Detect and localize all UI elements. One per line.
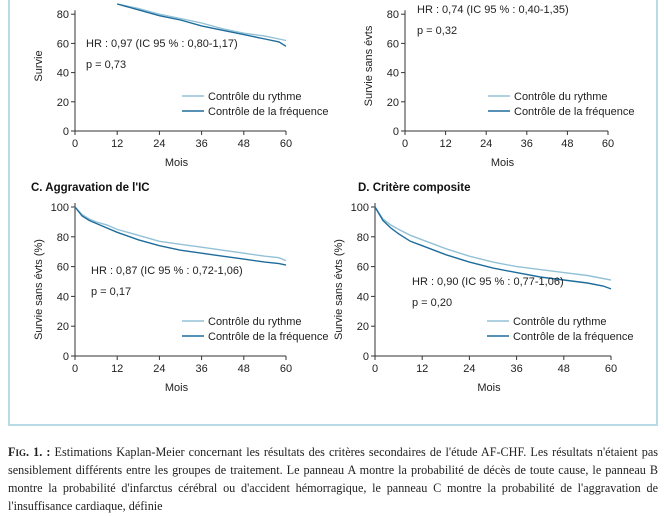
y-tick-label: 20 [357, 321, 369, 333]
y-tick-label: 60 [357, 262, 369, 274]
figure-frame [8, 0, 658, 426]
x-tick-label: 60 [280, 138, 292, 150]
panel-title: C. Aggravation de l'IC [31, 182, 150, 194]
y-tick-label: 60 [57, 38, 69, 50]
hazard-ratio-label: HR : 0,97 (IC 95 % : 0,80-1,17) [86, 38, 238, 50]
series-line-rythme [374, 206, 612, 281]
x-tick-label: 0 [402, 138, 408, 150]
x-tick-label: 60 [602, 138, 614, 150]
x-tick-label: 12 [439, 138, 451, 150]
legend-label: Contrôle du rythme [513, 316, 607, 328]
y-tick-label: 100 [351, 202, 369, 214]
x-axis-label: Mois [165, 382, 189, 394]
x-tick-label: 0 [72, 363, 78, 375]
y-axis-label: Survie sans évts [363, 25, 375, 106]
legend-label: Contrôle de la fréquence [208, 106, 328, 118]
y-tick-label: 0 [63, 351, 69, 363]
panel-title: D. Critère composite [358, 182, 470, 194]
x-axis-label: Mois [165, 157, 189, 169]
x-tick-label: 36 [195, 363, 207, 375]
y-tick-label: 0 [393, 126, 399, 138]
y-tick-label: 20 [57, 97, 69, 109]
y-tick-label: 40 [57, 291, 69, 303]
y-tick-label: 100 [51, 202, 69, 214]
x-tick-label: 24 [463, 363, 475, 375]
y-tick-label: 20 [57, 321, 69, 333]
y-axis-label: Survie sans évts (%) [333, 239, 345, 340]
x-tick-label: 0 [72, 138, 78, 150]
chart-panel-c: C. Aggravation de l'IC 0 20 40 60 80 100 0 12 24 3… [31, 182, 328, 394]
figure-caption: Fig. 1. : Estimations Kaplan-Meier conce… [8, 443, 658, 515]
series-line-rythme [74, 206, 287, 262]
x-tick-label: 12 [111, 363, 123, 375]
x-tick-label: 48 [558, 363, 570, 375]
x-tick-label: 60 [280, 363, 292, 375]
x-tick-label: 60 [605, 363, 617, 375]
x-tick-label: 48 [238, 138, 250, 150]
y-tick-label: 80 [357, 232, 369, 244]
x-tick-label: 48 [238, 363, 250, 375]
y-tick-label: 0 [363, 351, 369, 363]
p-value-label: p = 0,32 [417, 25, 457, 37]
series-line-frequence [74, 206, 287, 266]
p-value-label: p = 0,73 [86, 59, 126, 71]
y-tick-label: 80 [57, 232, 69, 244]
x-tick-label: 12 [111, 138, 123, 150]
chart-panel-a: 0 20 40 60 80 0 12 24 36 48 60 Mois Survie HR : 0,97 … [33, 3, 328, 169]
hazard-ratio-label: HR : 0,87 (IC 95 % : 0,72-1,06) [91, 265, 243, 277]
y-tick-label: 60 [387, 38, 399, 50]
legend-label: Contrôle de la fréquence [513, 331, 633, 343]
series-line-rythme [117, 3, 287, 42]
x-tick-label: 12 [416, 363, 428, 375]
legend-label: Contrôle de la fréquence [514, 106, 634, 118]
x-tick-label: 24 [153, 363, 165, 375]
x-axis-label: Mois [491, 157, 515, 169]
legend-label: Contrôle du rythme [514, 91, 608, 103]
legend-label: Contrôle du rythme [208, 316, 302, 328]
x-tick-label: 24 [153, 138, 165, 150]
series-line-frequence [117, 3, 287, 47]
x-tick-label: 36 [521, 138, 533, 150]
caption-text: Estimations Kaplan-Meier concernant les … [8, 445, 658, 513]
p-value-label: p = 0,20 [412, 297, 452, 309]
y-tick-label: 0 [63, 126, 69, 138]
legend-label: Contrôle du rythme [208, 91, 302, 103]
x-tick-label: 48 [561, 138, 573, 150]
caption-lead: Fig. 1. : [8, 445, 51, 459]
chart-panel-b: 0 20 40 60 80 0 12 24 36 48 60 Mois Survie sans évts… [363, 4, 634, 169]
y-tick-label: 80 [57, 9, 69, 21]
x-tick-label: 36 [510, 363, 522, 375]
x-axis-label: Mois [477, 382, 501, 394]
chart-panel-d: D. Critère composite 0 20 40 60 80 100 0 12 24 36 4… [333, 182, 633, 394]
hazard-ratio-label: HR : 0,90 (IC 95 % : 0,77-1,06) [412, 276, 564, 288]
y-tick-label: 60 [57, 262, 69, 274]
x-tick-label: 36 [195, 138, 207, 150]
y-axis-label: Survie [33, 50, 45, 81]
y-axis-label: Survie sans évts (%) [33, 239, 45, 340]
legend-label: Contrôle de la fréquence [208, 331, 328, 343]
x-tick-label: 0 [372, 363, 378, 375]
x-tick-label: 24 [480, 138, 492, 150]
hazard-ratio-label: HR : 0,74 (IC 95 % : 0,40-1,35) [417, 4, 569, 16]
y-tick-label: 40 [387, 68, 399, 80]
y-tick-label: 40 [357, 291, 369, 303]
series-line-frequence [374, 206, 612, 290]
y-tick-label: 40 [57, 68, 69, 80]
y-tick-label: 20 [387, 97, 399, 109]
p-value-label: p = 0,17 [91, 286, 131, 298]
y-tick-label: 80 [387, 9, 399, 21]
